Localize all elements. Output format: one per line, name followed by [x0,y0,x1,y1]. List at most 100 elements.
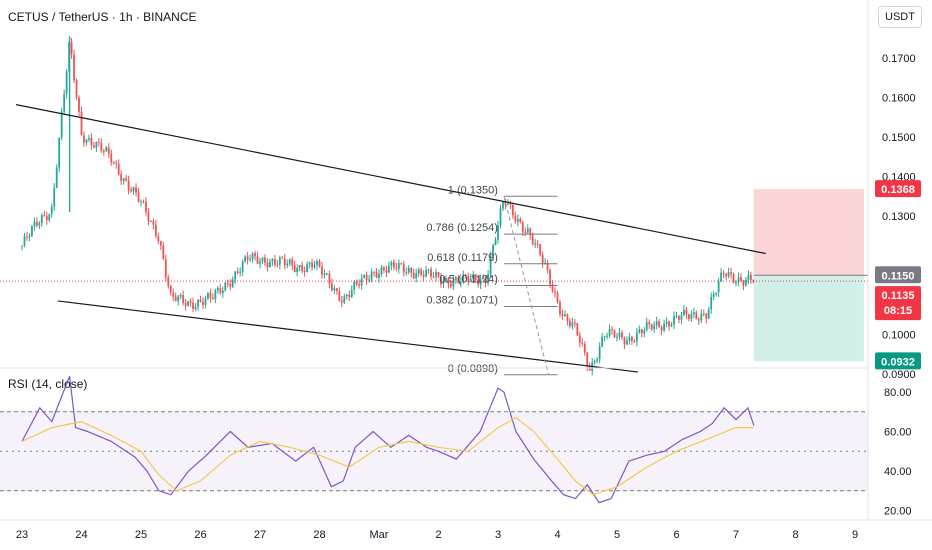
candle-body [269,261,271,268]
candle [534,239,537,249]
candle [216,285,219,294]
candle-body [695,312,698,320]
candle-body [239,271,242,273]
target-price-tag-text: 0.0932 [881,356,915,368]
candle [665,317,668,328]
candle [75,78,78,101]
candle-body [717,281,720,293]
price-pane[interactable]: 1 (0.1350) 0.786 (0.1254) 0.618 (0.1179) 0.… [0,36,868,376]
candle [157,232,160,245]
rsi-axis[interactable]: 80.00 60.00 40.00 20.00 [884,387,912,518]
candle-body [306,264,309,272]
candle [65,69,68,99]
time-axis[interactable]: 23 24 25 26 27 28 Mar 2 3 4 5 6 7 8 9 [16,529,858,541]
candle [571,317,574,330]
rsi-pane[interactable]: RSI (14, close) [0,375,868,504]
symbol-title[interactable]: CETUS / TetherUS · 1h · BINANCE [8,10,197,24]
candlestick-series [21,36,755,376]
candle [417,267,420,277]
candle-body [110,153,113,163]
candle [276,260,279,268]
candle [420,267,423,277]
candle-body [159,240,162,246]
candle-body [83,135,85,143]
candle-body [668,321,670,327]
candle-body [727,272,730,277]
candle-body [524,231,527,233]
candle [390,260,393,271]
currency-button[interactable]: USDT [878,6,922,28]
candle [365,271,368,285]
candle [603,335,606,342]
candle-body [286,263,289,266]
candle [705,312,708,324]
candle-body [224,282,227,291]
candle [63,89,66,115]
candle [224,282,227,292]
candle [740,273,742,283]
candle-body [655,321,658,326]
candle-body [259,261,261,264]
candle [286,259,289,269]
candle [321,261,323,279]
candle-body [363,274,366,278]
entry-price-tag: 0.1150 [875,266,921,284]
candle [202,297,204,310]
candle-body [449,283,452,287]
candle [90,133,93,150]
candle-body [392,261,395,268]
candle [700,309,703,324]
candle [95,141,98,152]
candle [479,274,482,289]
candle [710,292,713,314]
time-tick-label: 26 [194,529,206,541]
candle [239,267,242,277]
candle-body [328,273,331,284]
trend-channel[interactable] [15,104,766,373]
candle [264,254,266,267]
candle-body [712,294,715,298]
candle-body [266,262,269,268]
candle [697,317,700,325]
candle-body [358,284,361,286]
candle [559,299,561,318]
candle [645,317,648,332]
fibonacci-retracement[interactable]: 1 (0.1350) 0.786 (0.1254) 0.618 (0.1179) 0.… [426,184,558,376]
last-price-countdown: 08:15 [884,305,912,317]
candle-body [293,265,296,272]
candle-body [482,276,485,280]
stop-loss-zone[interactable] [753,189,864,276]
candle [100,138,103,153]
candle [494,237,497,246]
candle-body [697,319,700,321]
candle [378,269,380,283]
candle-body [477,279,480,285]
candle [189,298,192,307]
candle [469,273,472,282]
candle [402,260,405,277]
candle-body [745,280,747,286]
candle [207,291,209,301]
candle-body [410,267,413,273]
candle-body [730,272,732,275]
price-axis[interactable]: 0.17000.16000.15000.14000.13000.11500.10… [882,53,916,381]
candle-body [427,269,430,271]
candle-body [630,337,633,342]
candle-body [489,256,492,275]
candle [663,319,666,333]
take-profit-zone[interactable] [753,275,864,362]
price-tick-label: 0.1300 [882,211,916,223]
candle [43,210,46,217]
candle-body [378,274,380,278]
candle-body [516,219,519,222]
candle-body [445,278,447,282]
candle [370,268,373,283]
candle-body [519,219,522,223]
candle [678,315,680,324]
candle [204,295,207,309]
candle-body [549,269,551,285]
candle-body [281,257,284,259]
candle-body [164,259,167,278]
candle [400,262,403,265]
